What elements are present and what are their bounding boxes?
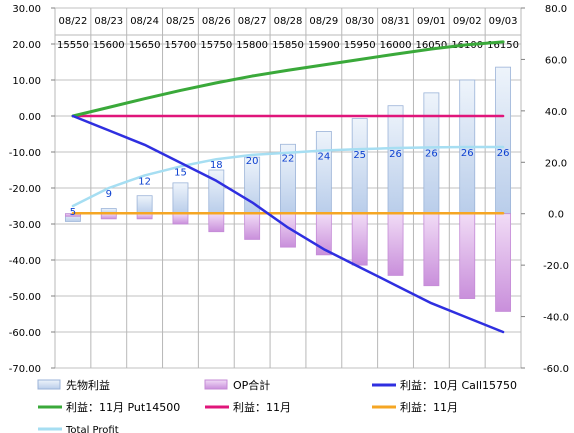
- right-tick-label: 60.0: [545, 55, 567, 66]
- left-tick-label: -20.00: [9, 184, 41, 195]
- date-label: 08/26: [202, 16, 231, 27]
- price-label: 15700: [165, 40, 197, 51]
- left-tick-label: -60.00: [9, 328, 41, 339]
- left-tick-label: 20.00: [12, 40, 41, 51]
- price-label: 15950: [344, 40, 376, 51]
- series-line: [71, 114, 505, 334]
- right-tick-label: 40.0: [545, 107, 567, 118]
- bar-op-total: [100, 213, 117, 220]
- bar-futures-profit: [495, 66, 512, 215]
- price-label: 16050: [415, 40, 447, 51]
- right-tick-label: 80.0: [545, 4, 567, 15]
- data-label: 26: [497, 148, 510, 159]
- grid: [54, 7, 522, 369]
- data-label: 9: [106, 189, 112, 200]
- date-label: 09/03: [489, 16, 518, 27]
- price-label: 16150: [487, 40, 519, 51]
- legend-label: 利益：11月: [233, 400, 291, 414]
- bar-futures-profit: [351, 118, 368, 215]
- bar-op-total: [208, 213, 225, 233]
- data-label: 22: [282, 154, 295, 165]
- date-label: 09/01: [417, 16, 446, 27]
- date-label: 08/22: [59, 16, 88, 27]
- data-label: 26: [461, 148, 474, 159]
- bar-op-total: [351, 213, 368, 266]
- date-label: 09/02: [453, 16, 482, 27]
- data-label: 5: [70, 207, 76, 218]
- left-tick-label: -30.00: [9, 220, 41, 231]
- category-header: 08/22 08/23 08/24 08/25 08/26 08/27 08/28 08/29…: [57, 16, 519, 51]
- price-label: 15850: [272, 40, 304, 51]
- data-label: 26: [389, 149, 402, 160]
- bar-futures-profit: [172, 182, 189, 215]
- left-tick-label: 30.00: [12, 4, 41, 15]
- bar-op-total: [459, 213, 476, 299]
- price-label: 15750: [200, 40, 232, 51]
- legend-label: 利益：10月 Call15750: [400, 378, 517, 392]
- left-tick-label: -50.00: [9, 292, 41, 303]
- legend: 先物利益 OP合計 利益：10月 Call15750 利益：11月 Put14500 利…: [37, 378, 517, 433]
- price-label: 15800: [236, 40, 268, 51]
- bar-futures-profit: [208, 169, 225, 215]
- bar-op-total: [423, 213, 440, 287]
- left-tick-label: -10.00: [9, 148, 41, 159]
- data-label: 18: [210, 160, 223, 171]
- date-label: 08/27: [238, 16, 267, 27]
- bar-futures-profit: [136, 195, 153, 215]
- bar-op-total: [244, 213, 261, 240]
- legend-label: 利益：11月: [400, 400, 458, 414]
- left-tick-label: 10.00: [12, 76, 41, 87]
- data-label: 26: [425, 148, 438, 159]
- series-line: [71, 40, 505, 118]
- date-label: 08/30: [345, 16, 374, 27]
- date-label: 08/24: [130, 16, 159, 27]
- data-label: 15: [174, 167, 187, 178]
- bar-op-total: [387, 213, 404, 276]
- price-label: 15650: [129, 40, 161, 51]
- data-label: 12: [138, 176, 151, 187]
- date-label: 08/25: [166, 16, 195, 27]
- legend-label: OP合計: [233, 378, 270, 392]
- legend-swatch: [204, 379, 228, 390]
- date-label: 08/23: [94, 16, 123, 27]
- price-label: 15550: [57, 40, 89, 51]
- left-tick-label: -70.00: [9, 364, 41, 375]
- bars: [64, 66, 512, 312]
- price-label: 15600: [93, 40, 125, 51]
- right-tick-label: -60.0: [543, 364, 569, 375]
- data-label: 25: [353, 150, 366, 161]
- legend-label: 先物利益: [66, 378, 110, 392]
- legend-swatch: [37, 379, 61, 390]
- right-tick-label: -20.0: [543, 261, 569, 272]
- price-label: 15900: [308, 40, 340, 51]
- bar-op-total: [495, 213, 512, 312]
- date-label: 08/28: [274, 16, 303, 27]
- left-tick-label: -40.00: [9, 256, 41, 267]
- legend-label: Total Profit: [65, 425, 119, 433]
- date-label: 08/29: [309, 16, 338, 27]
- series-line: [71, 145, 505, 208]
- left-tick-label: 0.00: [19, 112, 41, 123]
- data-label: 20: [246, 156, 259, 167]
- legend-label: 利益：11月 Put14500: [66, 400, 180, 414]
- price-label: 16000: [380, 40, 412, 51]
- data-label: 24: [317, 152, 330, 163]
- right-tick-label: -40.0: [543, 313, 569, 324]
- bar-futures-profit: [315, 131, 332, 215]
- bar-op-total: [172, 213, 189, 225]
- axes: 30.00 20.00 10.00 0.00 -10.00 -20.00 -30.00 -40…: [9, 4, 569, 375]
- right-tick-label: 0.0: [548, 210, 564, 221]
- lines: [71, 40, 505, 334]
- right-tick-label: 20.0: [545, 158, 567, 169]
- date-label: 08/31: [381, 16, 410, 27]
- data-labels: 5 9 12 15 18 20 22 24 25 26 26 26 26: [70, 148, 510, 218]
- bar-op-total: [136, 213, 153, 220]
